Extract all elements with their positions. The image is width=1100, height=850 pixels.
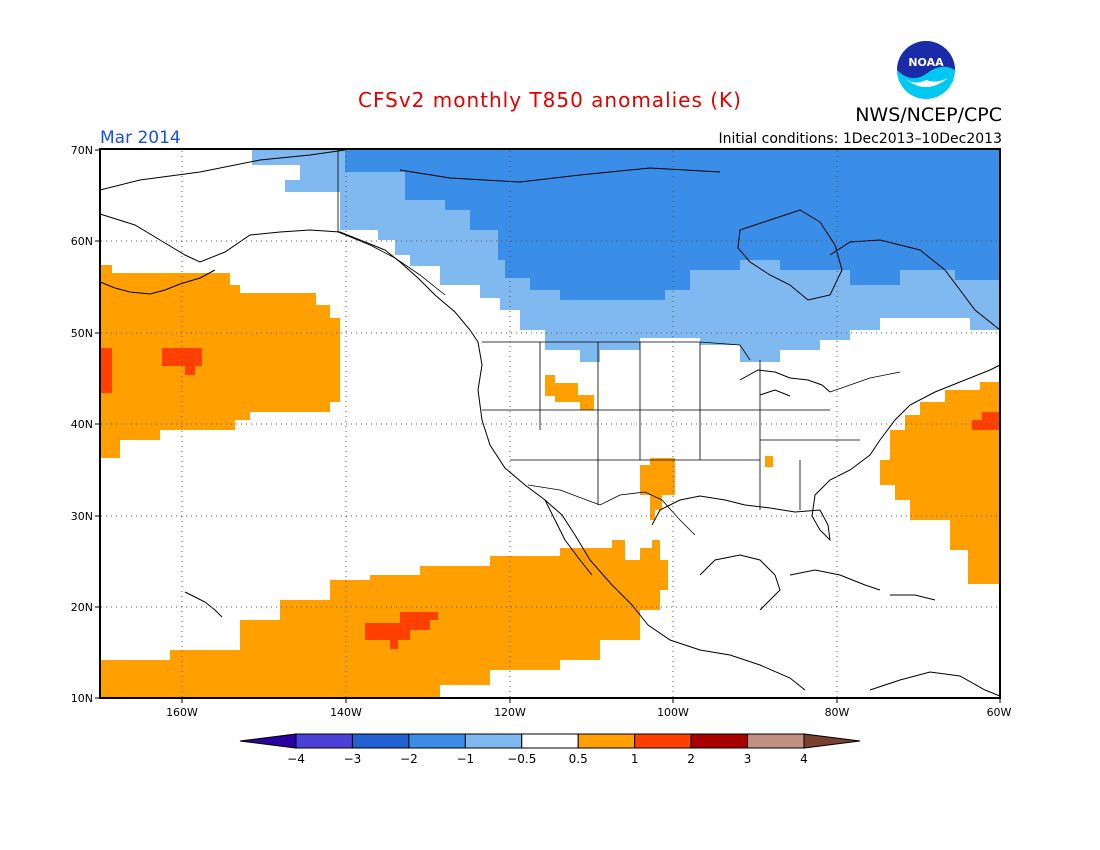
baja-california — [544, 499, 593, 576]
south-america-coast — [869, 671, 1001, 697]
great-lakes — [739, 369, 831, 397]
arctic-coast — [99, 149, 721, 191]
cold-anomaly-regions — [252, 150, 1000, 362]
alaska-coast — [99, 213, 479, 343]
lat-label-10n: 10N — [71, 692, 93, 705]
lat-label-20n: 20N — [71, 601, 93, 614]
lat-label-30n: 30N — [71, 510, 93, 523]
hispaniola — [890, 594, 936, 601]
hawaii — [184, 591, 223, 618]
colorbar — [239, 733, 861, 749]
political-borders — [337, 150, 901, 536]
colorbar-swatch — [577, 733, 636, 749]
lat-label-60n: 60N — [71, 235, 93, 248]
alaska-canada-border — [337, 150, 446, 296]
rockies-warm-region — [545, 375, 594, 410]
lon-label-140w: 140W — [330, 706, 362, 719]
ohio-valley-warm-spot — [765, 456, 773, 467]
colorbar-swatch — [408, 733, 466, 749]
colorbar-label: −2 — [400, 752, 418, 766]
aleutian-islands — [99, 269, 216, 295]
subtropical-pacific-warm-region — [101, 540, 668, 697]
colorbar-swatch — [634, 733, 692, 749]
colorbar-swatch — [521, 733, 579, 749]
valid-month: Mar 2014 — [100, 128, 181, 148]
map-title: CFSv2 monthly T850 anomalies (K) — [358, 88, 742, 112]
initial-conditions: Initial conditions: 1Dec2013–10Dec2013 — [718, 131, 1002, 147]
colorbar-label: −4 — [287, 752, 305, 766]
colorbar-label: −0.5 — [507, 752, 537, 766]
us-state-grid — [482, 342, 860, 510]
yucatan-coast — [699, 554, 781, 611]
pacific-coast — [477, 341, 806, 691]
noaa-logo: NOAA — [896, 40, 956, 100]
colorbar-label: 0.5 — [568, 752, 588, 766]
us-canada-border — [482, 341, 901, 393]
colorbar-label: 3 — [743, 752, 752, 766]
tick-marks — [95, 149, 1001, 703]
cuba — [789, 569, 881, 591]
coastlines — [99, 149, 1001, 697]
hudson-bay — [737, 209, 843, 301]
atlantic-warm-region — [880, 382, 1000, 584]
colorbar-label: −1 — [456, 752, 475, 766]
colorbar-swatch — [690, 733, 749, 749]
colorbar-swatch — [295, 733, 353, 749]
colorbar-label: −3 — [343, 752, 362, 766]
colorbar-swatch — [351, 733, 410, 749]
pacific-strong-warm-west — [101, 348, 112, 393]
colorbar-label: 4 — [800, 752, 808, 766]
north-pacific-warm-region — [101, 265, 340, 458]
lon-label-80w: 80W — [825, 706, 850, 719]
colorbar-max-arrow — [803, 733, 861, 749]
graticule — [101, 151, 999, 697]
southwest-warm-region — [640, 458, 675, 520]
lon-label-100w: 100W — [657, 706, 689, 719]
east-coast — [811, 364, 1001, 517]
colorbar-min-arrow — [239, 733, 297, 749]
colorbar-label: 1 — [630, 752, 639, 766]
colorbar-label: 2 — [687, 752, 695, 766]
noaa-logo-text: NOAA — [908, 56, 944, 69]
lat-label-40n: 40N — [71, 418, 93, 431]
subtropical-strong-warm — [365, 612, 438, 649]
gulf-coast — [651, 495, 831, 542]
agency-label: NWS/NCEP/CPC — [855, 104, 1002, 126]
us-mexico-border — [527, 484, 696, 536]
lon-label-120w: 120W — [494, 706, 526, 719]
lat-label-70n: 70N — [71, 144, 93, 157]
labrador-coast — [829, 239, 1001, 331]
colorbar-swatch — [747, 733, 805, 749]
colorbar-swatch — [464, 733, 523, 749]
lon-label-160w: 160W — [166, 706, 198, 719]
atlantic-strong-warm — [972, 412, 1000, 430]
warm-anomaly-regions — [101, 265, 1000, 697]
lon-label-60w: 60W — [987, 706, 1012, 719]
lat-label-50n: 50N — [71, 327, 93, 340]
hudson-bay-cold-region — [345, 150, 1000, 300]
